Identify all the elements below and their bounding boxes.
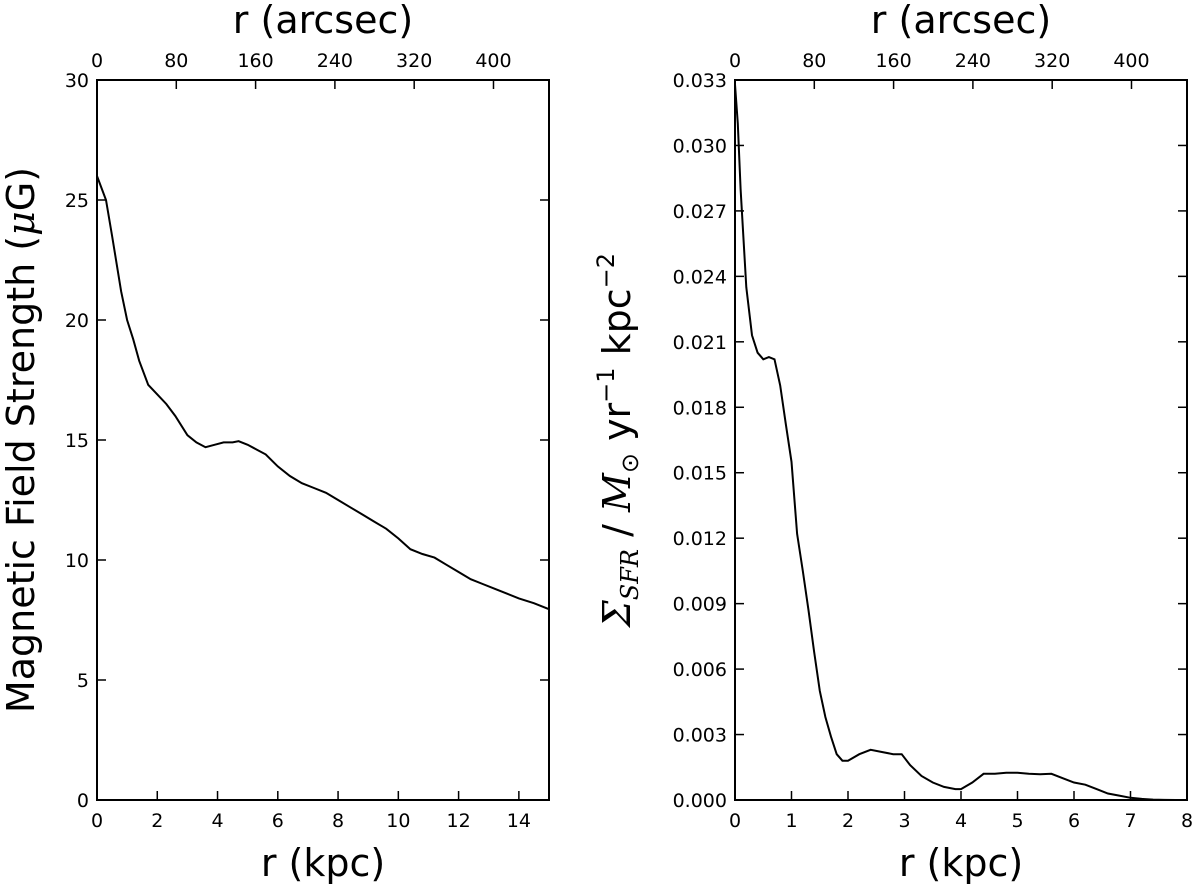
- sfr-y-label-slash: /: [595, 512, 639, 549]
- magnetic-field-x-tick-label: 14: [507, 810, 531, 832]
- sfr-density-y-tick-label: 0.012: [673, 528, 727, 550]
- magnetic-field-top-tick-label: 0: [91, 50, 103, 72]
- sfr-y-label-sun-subscript: ⊙: [616, 453, 644, 473]
- magnetic-field-x-tick-label: 12: [447, 810, 471, 832]
- magnetic-field-top-tick-label: 80: [164, 50, 188, 72]
- magnetic-field-y-tick-label: 20: [65, 310, 89, 332]
- sfr-y-label-yr: yr: [595, 402, 639, 453]
- magnetic-field-y-tick-label: 15: [65, 430, 89, 452]
- sfr-density-y-tick-label: 0.021: [673, 332, 727, 354]
- sfr-density-x-tick-label: 4: [955, 810, 967, 832]
- magnetic-field-x-tick-label: 0: [91, 810, 103, 832]
- magnetic-field-x-tick-label: 4: [211, 810, 223, 832]
- sfr-y-label-kpc: kpc: [595, 288, 639, 367]
- magnetic-field-x-tick-label: 8: [332, 810, 344, 832]
- sfr-density-ticks: 0 1 2 3 4 5 6 7 80 80 160 240 320 4000.0000.0030.0060…: [673, 50, 1193, 832]
- sfr-density-top-tick-label: 160: [875, 50, 911, 72]
- magnetic-field-top-tick-label: 400: [475, 50, 511, 72]
- sfr-density-x-tick-label: 1: [785, 810, 797, 832]
- sfr-density-top-tick-label: 320: [1034, 50, 1070, 72]
- sfr-density-x-axis-label: r (kpc): [899, 841, 1023, 885]
- magnetic-field-x-tick-label: 6: [272, 810, 284, 832]
- sfr-density-y-tick-label: 0.009: [673, 594, 727, 616]
- magnetic-field-ticks: 0 2 4 6 8 10 12 14 0 80 160 240 320 400 0 5 10 15 20 25 30: [65, 50, 549, 832]
- sfr-density-x-tick-label: 5: [1011, 810, 1023, 832]
- magnetic-field-plot-frame: [96, 79, 550, 801]
- magnetic-field-top-axis-label: r (arcsec): [233, 0, 413, 42]
- magnetic-field-y-tick-label: 5: [77, 670, 89, 692]
- magnetic-field-y-tick-label: 0: [77, 790, 89, 812]
- sfr-density-x-tick-label: 3: [898, 810, 910, 832]
- magnetic-field-y-tick-label: 30: [65, 70, 89, 92]
- sfr-density-y-tick-label: 0.027: [673, 201, 727, 223]
- sfr-y-label-mass: M: [595, 472, 639, 513]
- magnetic-field-y-tick-label: 25: [65, 190, 89, 212]
- magnetic-field-x-axis-label: r (kpc): [261, 841, 385, 885]
- sfr-density-x-tick-label: 7: [1124, 810, 1136, 832]
- sfr-density-x-tick-label: 2: [842, 810, 854, 832]
- magnetic-field-y-label-unit: G): [0, 167, 43, 211]
- sfr-density-panel: 0 1 2 3 4 5 6 7 80 80 160 240 320 4000.0000.0030.0060…: [592, 0, 1193, 885]
- sfr-density-plot-frame: [734, 79, 1188, 801]
- sfr-density-y-tick-label: 0.033: [673, 70, 727, 92]
- magnetic-field-top-tick-label: 320: [396, 50, 432, 72]
- sfr-density-top-tick-label: 0: [729, 50, 741, 72]
- magnetic-field-top-tick-label: 240: [317, 50, 353, 72]
- sfr-density-top-axis-label: r (arcsec): [871, 0, 1051, 42]
- sfr-density-y-tick-label: 0.000: [673, 790, 727, 812]
- sfr-density-y-tick-label: 0.024: [673, 266, 727, 288]
- sfr-density-x-tick-label: 8: [1181, 810, 1193, 832]
- sfr-y-label-kpc-exponent: −2: [592, 253, 620, 288]
- sfr-y-label-sigma: Σ: [595, 599, 639, 629]
- sfr-density-top-tick-label: 240: [955, 50, 991, 72]
- sfr-y-label-yr-exponent: −1: [592, 367, 620, 402]
- sfr-density-top-tick-label: 80: [802, 50, 826, 72]
- sfr-density-y-tick-label: 0.018: [673, 397, 727, 419]
- sfr-density-y-axis-label: ΣSFR / M⊙ yr−1 kpc−2: [592, 253, 644, 629]
- magnetic-field-top-tick-label: 160: [237, 50, 273, 72]
- sfr-y-label-sfr-subscript: SFR: [616, 549, 644, 600]
- sfr-density-series-line: [734, 84, 1187, 801]
- magnetic-field-y-axis-label: Magnetic Field Strength (μG): [0, 167, 43, 713]
- sfr-density-y-tick-label: 0.015: [673, 463, 727, 485]
- sfr-density-y-tick-label: 0.030: [673, 135, 727, 157]
- magnetic-field-x-tick-label: 10: [386, 810, 410, 832]
- sfr-density-top-tick-label: 400: [1113, 50, 1149, 72]
- magnetic-field-x-tick-label: 2: [151, 810, 163, 832]
- magnetic-field-y-tick-label: 10: [65, 550, 89, 572]
- sfr-density-x-tick-label: 0: [729, 810, 741, 832]
- sfr-density-y-tick-label: 0.006: [673, 659, 727, 681]
- magnetic-field-y-label-text: Magnetic Field Strength (: [0, 236, 43, 713]
- magnetic-field-panel: 0 2 4 6 8 10 12 14 0 80 160 240 320 400 0 5 10 15 20 25 30 r…: [0, 0, 550, 885]
- magnetic-field-y-label-mu: μ: [0, 211, 43, 236]
- magnetic-field-series-line: [96, 175, 550, 611]
- sfr-density-x-tick-label: 6: [1068, 810, 1080, 832]
- sfr-density-y-tick-label: 0.003: [673, 725, 727, 747]
